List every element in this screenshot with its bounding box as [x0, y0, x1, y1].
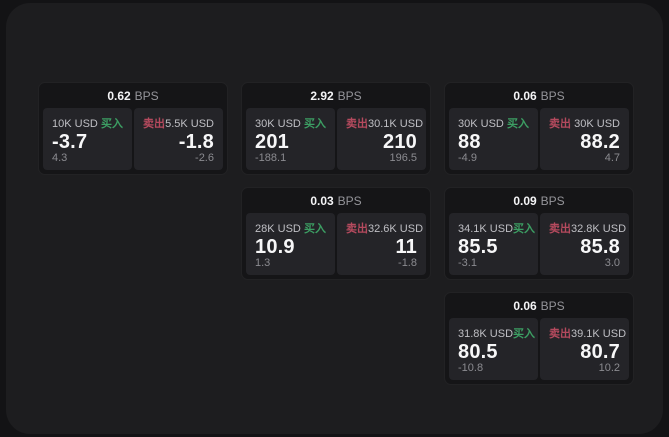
spread-unit: BPS [540, 88, 565, 103]
buy-sub-value: -4.9 [458, 152, 477, 164]
spread-value: 2.92 [310, 88, 334, 103]
buy-amount: 34.1K USD [458, 223, 514, 235]
buy-price: 10.9 [255, 235, 295, 258]
quote-body: 30K USD 买入 201 -188.1 卖出 30.1K USD 210 1… [242, 108, 430, 174]
sell-side-label: 卖出 [549, 223, 571, 235]
quote-card-5: 0.09 BPS 34.1K USD 买入 85.5 -3.1 卖出 32.8K… [444, 187, 634, 280]
spread-unit: BPS [134, 88, 159, 103]
spread-header: 2.92 BPS [242, 83, 430, 108]
sell-sub-value: 196.5 [389, 152, 417, 164]
spread-header: 0.62 BPS [39, 83, 227, 108]
spread-header: 0.06 BPS [445, 293, 633, 318]
spread-value: 0.03 [310, 193, 334, 208]
sell-price: 88.2 [580, 130, 620, 153]
sell-amount: 30.1K USD [368, 118, 424, 130]
sell-sub-value: -2.6 [195, 152, 214, 164]
quote-card-6: 0.06 BPS 31.8K USD 买入 80.5 -10.8 卖出 39.1… [444, 292, 634, 385]
buy-price: 85.5 [458, 235, 498, 258]
sell-side-label: 卖出 [549, 328, 571, 340]
quotes-surface: 0.62 BPS 10K USD 买入 -3.7 4.3 卖出 5.5K USD [6, 3, 663, 434]
sell-price: 11 [395, 235, 417, 258]
sell-sub-value: 10.2 [598, 362, 620, 374]
spread-value: 0.06 [513, 88, 537, 103]
sell-quote-panel[interactable]: 卖出 32.6K USD 11 -1.8 [337, 213, 426, 275]
buy-side-label: 买入 [304, 223, 326, 235]
sell-quote-panel[interactable]: 卖出 39.1K USD 80.7 10.2 [540, 318, 629, 380]
buy-side-label: 买入 [513, 328, 536, 340]
buy-quote-panel[interactable]: 30K USD 买入 201 -188.1 [246, 108, 335, 170]
buy-amount: 30K USD [255, 118, 301, 130]
sell-price: 80.7 [580, 340, 620, 363]
buy-quote-panel[interactable]: 28K USD 买入 10.9 1.3 [246, 213, 335, 275]
sell-side-label: 卖出 [549, 118, 571, 130]
buy-price: -3.7 [52, 130, 88, 153]
spread-value: 0.09 [513, 193, 537, 208]
buy-side-label: 买入 [304, 118, 326, 130]
spread-header: 0.03 BPS [242, 188, 430, 213]
sell-amount: 5.5K USD [165, 118, 214, 130]
quote-body: 31.8K USD 买入 80.5 -10.8 卖出 39.1K USD 80.… [445, 318, 633, 384]
quote-card-2: 2.92 BPS 30K USD 买入 201 -188.1 卖出 30.1K … [241, 82, 431, 175]
sell-price: 85.8 [580, 235, 620, 258]
buy-sub-value: -3.1 [458, 257, 477, 269]
spread-unit: BPS [540, 193, 565, 208]
sell-sub-value: -1.8 [398, 257, 417, 269]
buy-amount: 30K USD [458, 118, 504, 130]
sell-amount: 32.8K USD [571, 223, 627, 235]
buy-sub-value: 1.3 [255, 257, 271, 269]
buy-amount: 10K USD [52, 118, 98, 130]
sell-price: -1.8 [178, 130, 214, 153]
sell-sub-value: 4.7 [604, 152, 620, 164]
sell-side-label: 卖出 [346, 223, 368, 235]
sell-quote-panel[interactable]: 卖出 30.1K USD 210 196.5 [337, 108, 426, 170]
quote-body: 10K USD 买入 -3.7 4.3 卖出 5.5K USD -1.8 -2.… [39, 108, 227, 174]
buy-side-label: 买入 [507, 118, 529, 130]
buy-sub-value: -188.1 [255, 152, 287, 164]
buy-price: 80.5 [458, 340, 498, 363]
buy-price: 201 [255, 130, 289, 153]
buy-quote-panel[interactable]: 34.1K USD 买入 85.5 -3.1 [449, 213, 538, 275]
spread-header: 0.09 BPS [445, 188, 633, 213]
sell-amount: 30K USD [574, 118, 620, 130]
sell-sub-value: 3.0 [604, 257, 620, 269]
quote-grid: 0.62 BPS 10K USD 买入 -3.7 4.3 卖出 5.5K USD [38, 82, 634, 385]
spread-header: 0.06 BPS [445, 83, 633, 108]
quote-body: 30K USD 买入 88 -4.9 卖出 30K USD 88.2 4.7 [445, 108, 633, 174]
sell-quote-panel[interactable]: 卖出 5.5K USD -1.8 -2.6 [134, 108, 223, 170]
spread-unit: BPS [337, 193, 362, 208]
quote-body: 28K USD 买入 10.9 1.3 卖出 32.6K USD 11 -1.8 [242, 213, 430, 279]
buy-amount: 28K USD [255, 223, 301, 235]
quote-card-4: 0.03 BPS 28K USD 买入 10.9 1.3 卖出 32.6K US… [241, 187, 431, 280]
sell-quote-panel[interactable]: 卖出 32.8K USD 85.8 3.0 [540, 213, 629, 275]
buy-sub-value: -10.8 [458, 362, 484, 374]
spread-value: 0.62 [107, 88, 131, 103]
buy-price: 88 [458, 130, 481, 153]
buy-side-label: 买入 [513, 223, 536, 235]
sell-amount: 32.6K USD [368, 223, 424, 235]
buy-amount: 31.8K USD [458, 328, 514, 340]
sell-quote-panel[interactable]: 卖出 30K USD 88.2 4.7 [540, 108, 629, 170]
sell-side-label: 卖出 [143, 118, 165, 130]
sell-side-label: 卖出 [346, 118, 368, 130]
spread-unit: BPS [540, 298, 565, 313]
buy-quote-panel[interactable]: 31.8K USD 买入 80.5 -10.8 [449, 318, 538, 380]
quote-card-1: 0.62 BPS 10K USD 买入 -3.7 4.3 卖出 5.5K USD [38, 82, 228, 175]
sell-price: 210 [383, 130, 417, 153]
buy-quote-panel[interactable]: 30K USD 买入 88 -4.9 [449, 108, 538, 170]
buy-sub-value: 4.3 [52, 152, 68, 164]
quote-card-3: 0.06 BPS 30K USD 买入 88 -4.9 卖出 30K USD [444, 82, 634, 175]
sell-amount: 39.1K USD [571, 328, 627, 340]
buy-quote-panel[interactable]: 10K USD 买入 -3.7 4.3 [43, 108, 132, 170]
spread-value: 0.06 [513, 298, 537, 313]
buy-side-label: 买入 [101, 118, 123, 130]
quote-body: 34.1K USD 买入 85.5 -3.1 卖出 32.8K USD 85.8… [445, 213, 633, 279]
spread-unit: BPS [337, 88, 362, 103]
